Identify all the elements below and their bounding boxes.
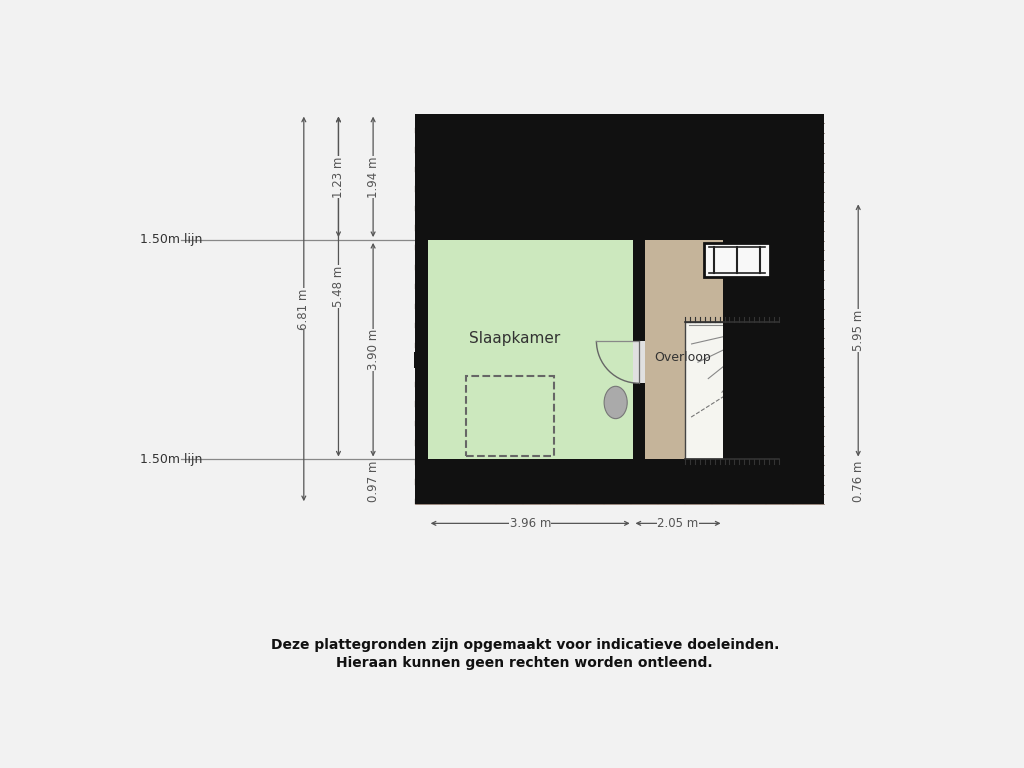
Bar	[416, 245, 823, 250]
Bar	[724, 240, 823, 459]
Bar	[633, 341, 645, 383]
Bar	[416, 167, 823, 172]
Bar	[416, 343, 823, 348]
Bar	[416, 114, 823, 504]
Bar	[416, 137, 823, 143]
Bar	[416, 240, 428, 459]
Bar	[416, 235, 823, 240]
Text: Overloop: Overloop	[654, 351, 711, 364]
Bar	[416, 440, 823, 445]
Bar	[416, 127, 823, 133]
Ellipse shape	[604, 386, 628, 419]
Text: Slaapkamer: Slaapkamer	[469, 331, 560, 346]
Bar	[416, 216, 823, 221]
Bar	[645, 240, 724, 459]
Bar	[633, 240, 645, 459]
Bar	[416, 333, 823, 338]
Bar	[416, 226, 823, 231]
Bar	[416, 362, 823, 367]
Bar	[416, 421, 823, 426]
Bar	[416, 284, 823, 290]
Bar	[466, 376, 554, 456]
Bar	[414, 353, 424, 368]
Bar	[416, 255, 823, 260]
Bar	[416, 459, 823, 504]
Text: 3.90 m: 3.90 m	[367, 329, 380, 370]
Bar	[416, 498, 823, 504]
Bar	[705, 243, 770, 277]
Bar	[416, 489, 823, 495]
Bar	[416, 157, 823, 163]
Bar	[416, 401, 823, 406]
Bar	[416, 430, 823, 435]
Bar	[416, 392, 823, 397]
Bar	[416, 469, 823, 475]
Bar	[416, 196, 823, 201]
Bar	[416, 206, 823, 211]
Bar	[416, 382, 823, 387]
Bar	[685, 322, 779, 459]
Bar	[416, 303, 823, 309]
Bar	[416, 118, 823, 124]
Text: 6.81 m: 6.81 m	[297, 288, 310, 329]
Text: 0.76 m: 0.76 m	[852, 461, 864, 502]
Text: 1.23 m: 1.23 m	[332, 156, 345, 197]
Text: 0.97 m: 0.97 m	[367, 461, 380, 502]
Bar	[416, 313, 823, 319]
Bar	[416, 372, 823, 377]
Bar	[428, 240, 633, 459]
Bar	[416, 264, 823, 270]
Bar	[416, 460, 823, 465]
Text: Hieraan kunnen geen rechten worden ontleend.: Hieraan kunnen geen rechten worden ontle…	[337, 657, 713, 670]
Bar	[416, 294, 823, 300]
Bar	[416, 479, 823, 485]
Bar	[416, 177, 823, 182]
Text: 1.94 m: 1.94 m	[367, 156, 380, 197]
Text: Deze plattegronden zijn opgemaakt voor indicatieve doeleinden.: Deze plattegronden zijn opgemaakt voor i…	[270, 638, 779, 652]
Bar	[416, 147, 823, 153]
Bar	[416, 114, 823, 240]
Bar	[416, 187, 823, 192]
Text: 1.50m lijn: 1.50m lijn	[140, 453, 202, 466]
Bar	[416, 353, 823, 358]
Bar	[416, 323, 823, 329]
Bar	[416, 114, 823, 164]
Text: 3.96 m: 3.96 m	[510, 517, 551, 530]
Text: 2.05 m: 2.05 m	[657, 517, 698, 530]
Text: 1.50m lijn: 1.50m lijn	[140, 233, 202, 247]
Text: 5.48 m: 5.48 m	[332, 266, 345, 307]
Bar	[416, 450, 823, 455]
Bar	[416, 274, 823, 280]
Text: 5.95 m: 5.95 m	[852, 310, 864, 351]
Bar	[416, 411, 823, 416]
